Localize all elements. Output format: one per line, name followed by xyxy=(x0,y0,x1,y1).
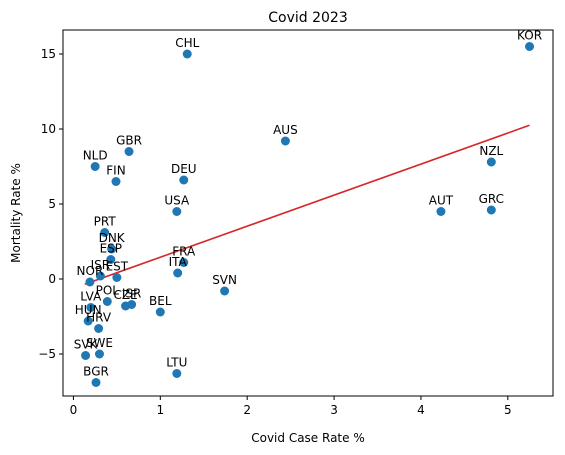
data-point xyxy=(172,207,182,216)
chart-title: Covid 2023 xyxy=(268,10,347,26)
data-point xyxy=(486,205,496,215)
point-label: BEL xyxy=(149,294,172,308)
point-label: ISR xyxy=(122,287,142,301)
point-label: KOR xyxy=(517,29,542,43)
x-tick-label: 0 xyxy=(70,403,78,417)
point-label: NOR xyxy=(77,264,104,278)
data-point xyxy=(102,297,112,306)
trend-line xyxy=(84,124,530,286)
point-label: BGR xyxy=(83,365,109,379)
data-point xyxy=(179,258,189,267)
y-tick-label: 5 xyxy=(48,197,56,211)
y-tick-label: 10 xyxy=(41,122,56,136)
point-label: GBR xyxy=(116,134,142,148)
x-tick-label: 2 xyxy=(243,403,251,417)
point-label: LVA xyxy=(80,290,102,304)
data-point xyxy=(95,271,105,281)
data-point xyxy=(90,162,100,171)
x-tick-label: 3 xyxy=(330,403,338,417)
data-point xyxy=(486,157,496,167)
data-point xyxy=(94,349,104,359)
data-point xyxy=(83,316,93,326)
data-point xyxy=(86,303,96,312)
y-tick-label: 15 xyxy=(41,47,56,61)
data-point xyxy=(220,286,230,296)
point-label: ITA xyxy=(169,255,188,269)
x-tick-label: 4 xyxy=(417,403,425,417)
data-point xyxy=(127,300,137,309)
data-point xyxy=(100,228,110,237)
point-label: AUT xyxy=(429,194,454,208)
point-label: HRV xyxy=(86,311,112,325)
point-label: SWE xyxy=(86,336,113,350)
data-point xyxy=(525,42,535,51)
data-point xyxy=(182,49,192,59)
point-label: FRA xyxy=(172,245,196,259)
point-label: PRT xyxy=(94,215,117,229)
data-point xyxy=(91,378,101,387)
point-label: CZE xyxy=(113,288,137,302)
data-point xyxy=(173,268,183,278)
point-label: GRC xyxy=(479,192,504,206)
point-label: DNK xyxy=(99,231,126,245)
point-label: ESP xyxy=(100,242,122,256)
data-point xyxy=(280,136,290,146)
point-label: CHL xyxy=(175,36,199,50)
point-label: DEU xyxy=(171,162,197,176)
y-tick-label: −5 xyxy=(38,347,56,361)
data-point xyxy=(94,324,104,333)
data-point xyxy=(106,255,116,264)
point-label: FIN xyxy=(106,164,125,178)
point-label: EST xyxy=(106,260,129,274)
data-point xyxy=(112,273,122,282)
point-label: NLD xyxy=(83,149,108,163)
point-label: SVN xyxy=(212,273,237,287)
x-tick-label: 5 xyxy=(504,403,512,417)
point-label: NZL xyxy=(479,144,503,158)
x-tick-label: 1 xyxy=(156,403,164,417)
point-label: AUS xyxy=(273,123,298,137)
data-point xyxy=(124,147,134,156)
data-point xyxy=(172,369,182,378)
y-tick-label: 0 xyxy=(48,272,56,286)
point-label: LTU xyxy=(166,356,187,370)
y-axis-label: Mortality Rate % xyxy=(9,163,23,263)
plot-frame xyxy=(62,29,554,397)
point-label: SVK xyxy=(74,338,99,352)
data-point xyxy=(436,207,446,216)
point-label: USA xyxy=(164,194,190,208)
data-point xyxy=(155,307,165,317)
data-point xyxy=(107,244,117,254)
point-label: HUN xyxy=(75,303,102,317)
x-axis-label: Covid Case Rate % xyxy=(251,431,365,445)
point-label: ISR xyxy=(91,258,111,272)
point-label: POL xyxy=(96,284,120,298)
data-point xyxy=(85,277,95,287)
data-point xyxy=(111,177,121,186)
data-point xyxy=(179,175,189,185)
data-point xyxy=(81,351,91,360)
